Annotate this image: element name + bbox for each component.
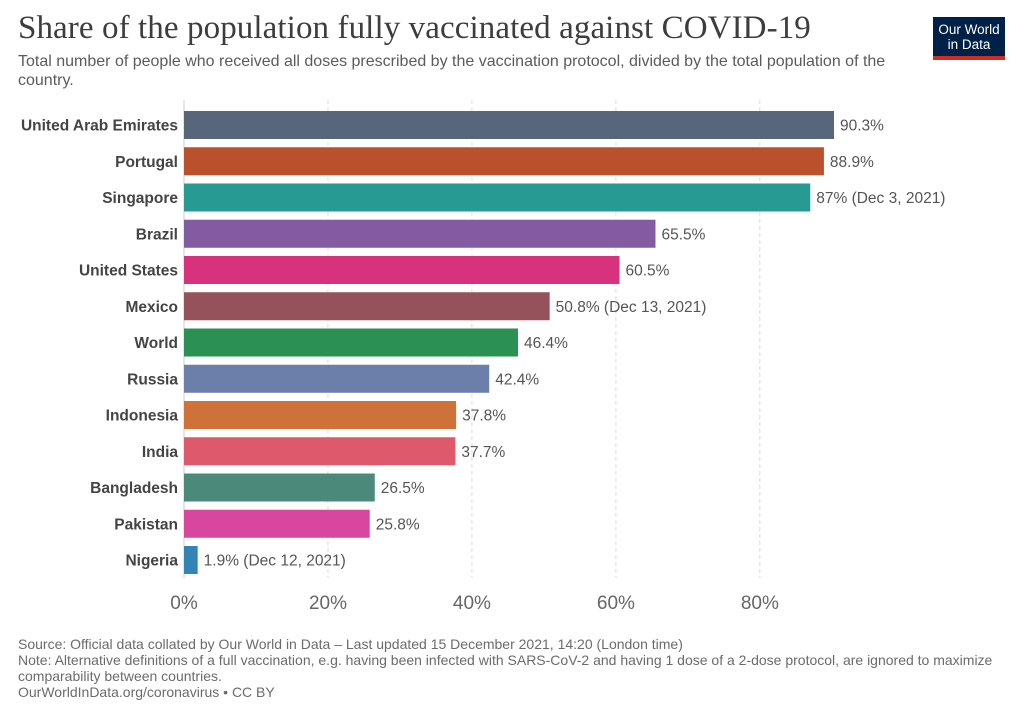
chart-footer: Source: Official data collated by Our Wo…: [18, 636, 1008, 700]
chart-title: Share of the population fully vaccinated…: [18, 10, 811, 46]
category-label: Nigeria: [125, 553, 178, 570]
category-label: Brazil: [136, 226, 178, 243]
value-label: 25.8%: [376, 516, 420, 533]
x-tick-label: 60%: [597, 593, 635, 614]
category-label: World: [134, 335, 178, 352]
category-label: United States: [79, 263, 178, 280]
logo-line-2: in Data: [947, 37, 991, 52]
value-label: 42.4%: [495, 371, 539, 388]
category-label: Indonesia: [106, 408, 179, 425]
category-label: Russia: [127, 371, 178, 388]
category-label: Pakistan: [114, 516, 178, 533]
bar: [184, 328, 518, 357]
bar: [184, 473, 375, 502]
logo-line-1: Our World: [938, 22, 1000, 37]
x-tick-label: 40%: [453, 593, 491, 614]
value-label: 65.5%: [661, 226, 705, 243]
category-label: Mexico: [125, 299, 178, 316]
value-label: 46.4%: [524, 335, 568, 352]
value-label: 37.7%: [461, 444, 505, 461]
value-label: 37.8%: [462, 408, 506, 425]
category-label: Bangladesh: [90, 480, 178, 497]
x-tick-label: 0%: [170, 593, 198, 614]
owid-logo[interactable]: Our World in Data: [933, 17, 1005, 60]
bar: [184, 292, 550, 321]
x-tick-label: 80%: [741, 593, 779, 614]
value-label: 1.9% (Dec 12, 2021): [204, 553, 346, 570]
bar: [184, 147, 824, 176]
category-label: India: [142, 444, 179, 461]
bar: [184, 256, 620, 284]
bar: [184, 219, 656, 248]
bar: [184, 183, 811, 212]
source-note: Source: Official data collated by Our Wo…: [18, 636, 683, 652]
bar: [184, 509, 370, 538]
bar: [184, 364, 490, 393]
value-label: 90.3%: [840, 118, 884, 135]
methodology-note: Note: Alternative definitions of a full …: [18, 652, 993, 684]
value-label: 50.8% (Dec 13, 2021): [556, 299, 707, 316]
value-label: 88.9%: [830, 154, 874, 171]
bar: [184, 437, 456, 466]
value-label: 26.5%: [381, 480, 425, 497]
credit-link[interactable]: OurWorldInData.org/coronavirus • CC BY: [18, 684, 275, 700]
category-label: Portugal: [115, 154, 178, 171]
category-label: United Arab Emirates: [21, 118, 178, 135]
value-label: 60.5%: [625, 263, 669, 280]
value-label: 87% (Dec 3, 2021): [816, 190, 945, 207]
x-tick-label: 20%: [309, 593, 347, 614]
bar: [184, 401, 457, 429]
bar: [184, 546, 198, 574]
category-label: Singapore: [102, 190, 178, 207]
chart-subtitle: Total number of people who received all …: [18, 53, 886, 89]
bar-chart: 0% 20% 40% 60% 80% United Arab Emirates 90.3% P…: [21, 100, 945, 614]
bar: [184, 111, 834, 139]
